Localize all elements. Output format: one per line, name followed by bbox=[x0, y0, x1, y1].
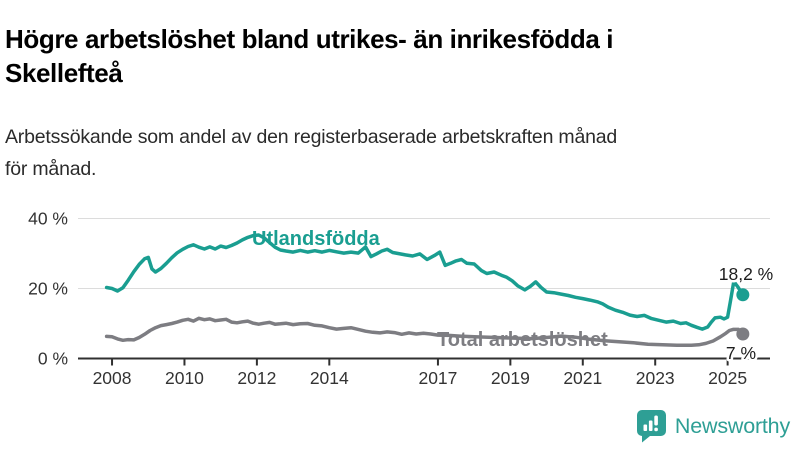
newsworthy-logo[interactable]: Newsworthy bbox=[636, 409, 790, 443]
total-arbetsloshet-end-dot bbox=[736, 327, 750, 341]
chart-subtitle-line-1: Arbetssökande som andel av den registerb… bbox=[5, 126, 618, 148]
total-arbetsloshet-series-label: Total arbetslöshet bbox=[437, 329, 608, 351]
total-arbetsloshet-line bbox=[104, 316, 745, 347]
chart-subtitle: Arbetssökande som andel av den registerb… bbox=[5, 121, 799, 185]
x-axis-tick-label: 2017 bbox=[418, 368, 457, 388]
utlandsfodda-series-label: Utlandsfödda bbox=[252, 228, 381, 250]
total-arbetsloshet-end-value-label: 7 % bbox=[726, 343, 756, 363]
x-axis-tick-label: 2019 bbox=[491, 368, 530, 388]
unemployment-line-chart: 0 % 20 % 40 % 2008 2010 2012 2014 2017 2019 2021 2… bbox=[28, 209, 776, 389]
x-axis-tick-label: 2025 bbox=[708, 368, 747, 388]
page-title: Högre arbetslöshet bland utrikes- än inr… bbox=[5, 22, 799, 90]
utlandsfodda-line bbox=[104, 233, 745, 331]
newsworthy-logo-text: Newsworthy bbox=[674, 413, 790, 438]
x-axis-tick-label: 2008 bbox=[93, 368, 132, 388]
page-title-line-2: Skellefteå bbox=[5, 58, 123, 89]
utlandsfodda-end-value-label: 18,2 % bbox=[719, 264, 773, 284]
x-axis-tick-label: 2010 bbox=[165, 368, 204, 388]
y-axis-tick-label: 0 % bbox=[38, 349, 68, 369]
newsworthy-logo-icon bbox=[636, 410, 666, 443]
chart-subtitle-line-2: för månad. bbox=[5, 158, 97, 180]
utlandsfodda-end-dot bbox=[736, 288, 750, 302]
y-axis-tick-label: 40 % bbox=[28, 209, 68, 229]
x-axis-tick-label: 2021 bbox=[563, 368, 602, 388]
x-axis-tick-label: 2014 bbox=[310, 368, 349, 388]
page-title-line-1: Högre arbetslöshet bland utrikes- än inr… bbox=[5, 24, 614, 55]
y-axis-tick-label: 20 % bbox=[28, 279, 68, 299]
x-axis-tick-label: 2023 bbox=[636, 368, 675, 388]
x-axis-tick-label: 2012 bbox=[237, 368, 276, 388]
